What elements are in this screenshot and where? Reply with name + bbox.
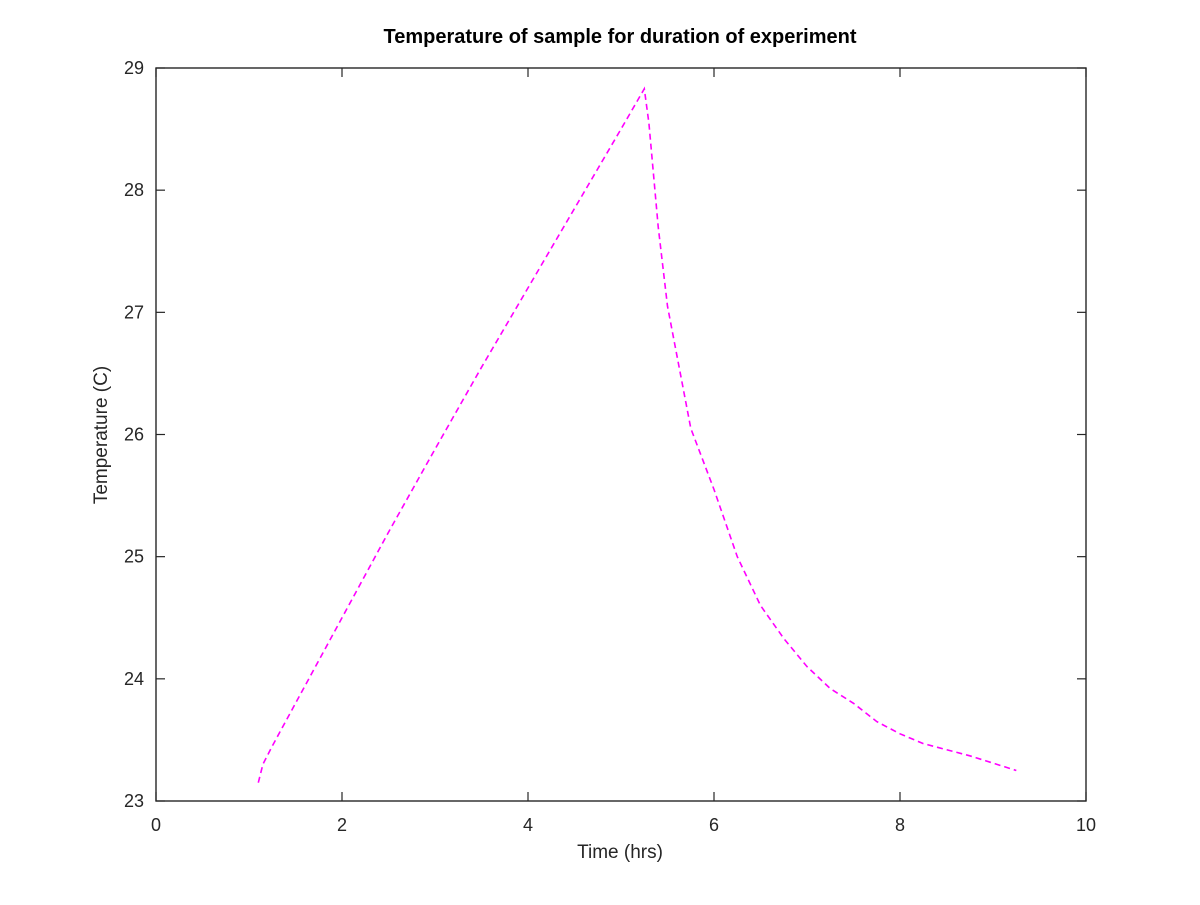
y-tick-label: 25 [124,547,144,567]
data-point [737,556,739,558]
data-point [258,782,260,784]
data-point [434,448,436,450]
x-tick-label: 2 [337,815,347,835]
data-point [806,666,808,668]
chart-title: Temperature of sample for duration of ex… [383,26,856,48]
axes-box [155,67,1087,802]
data-point [690,428,692,430]
x-tick-label: 4 [523,815,533,835]
data-point [946,749,948,751]
data-point [667,305,669,307]
data-point [341,617,343,619]
y-tick-label: 28 [124,180,144,200]
data-point [644,88,646,90]
x-tick-label: 0 [151,815,161,835]
data-point [830,688,832,690]
data-point [876,721,878,723]
data-point [657,226,659,228]
x-tick-label: 6 [709,815,719,835]
data-point [272,745,274,747]
y-axis-label: Temperature (C) [91,366,112,504]
data-point [783,638,785,640]
data-point [620,128,622,130]
y-tick-label: 26 [124,425,144,445]
y-tick-label: 24 [124,669,144,689]
data-point [969,755,971,757]
data-point [1016,770,1018,772]
data-point [527,287,529,289]
data-point [713,489,715,491]
data-point [574,208,576,210]
data-point [262,764,264,766]
data-point [295,703,297,705]
x-axis-label: Time (hrs) [577,842,663,863]
x-tick-label: 10 [1076,815,1096,835]
data-point [388,531,390,533]
data-point [648,122,650,124]
data-point [923,743,925,745]
data-point [899,733,901,735]
data-point [992,762,994,764]
y-tick-label: 27 [124,302,144,322]
data-point [481,367,483,369]
series-line-temperature [257,86,1017,783]
data-point [853,703,855,705]
data-point [760,605,762,607]
y-tick-label: 23 [124,791,144,811]
x-tick-label: 8 [895,815,905,835]
y-tick-label: 29 [124,58,144,78]
